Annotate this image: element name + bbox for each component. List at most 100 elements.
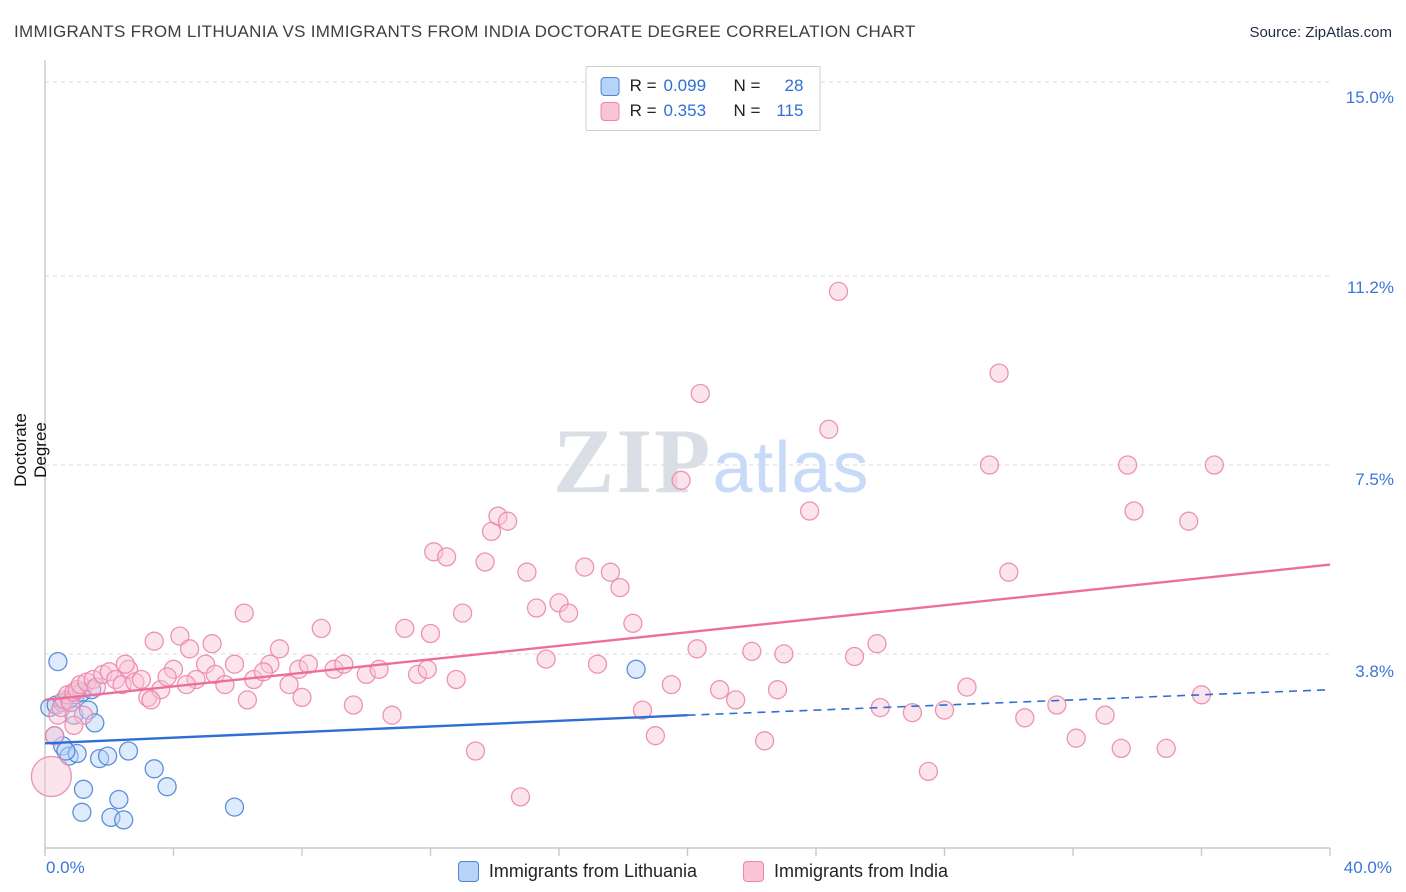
scatter-point-lithuania[interactable] (109, 789, 129, 810)
scatter-point-india[interactable] (1179, 511, 1199, 531)
scatter-point-india[interactable] (934, 700, 955, 720)
scatter-point-india[interactable] (157, 667, 177, 687)
scatter-point-lithuania[interactable] (85, 713, 105, 733)
scatter-point-india[interactable] (30, 755, 73, 798)
scatter-point-india[interactable] (979, 455, 1000, 475)
scatter-point-india[interactable] (269, 639, 290, 659)
scatter-point-india[interactable] (260, 654, 280, 674)
scatter-point-india[interactable] (395, 618, 415, 639)
scatter-point-india[interactable] (671, 470, 691, 490)
scatter-point-india[interactable] (587, 654, 608, 674)
scatter-point-india[interactable] (475, 552, 495, 572)
scatter-point-india[interactable] (687, 639, 707, 659)
scatter-point-lithuania[interactable] (56, 741, 76, 761)
scatter-point-lithuania[interactable] (48, 651, 68, 672)
scatter-point-india[interactable] (709, 680, 730, 700)
scatter-point-india[interactable] (292, 687, 312, 708)
scatter-point-india[interactable] (215, 674, 235, 695)
scatter-point-india[interactable] (202, 634, 222, 654)
scatter-point-india[interactable] (726, 690, 746, 710)
scatter-point-india[interactable] (690, 383, 710, 404)
scatter-point-india[interactable] (279, 674, 299, 695)
scatter-point-india[interactable] (623, 613, 643, 633)
scatter-point-india[interactable] (526, 598, 547, 618)
scatter-point-india[interactable] (237, 690, 258, 710)
scatter-point-india[interactable] (661, 674, 682, 695)
scatter-point-india[interactable] (610, 577, 630, 598)
scatter-point-india[interactable] (819, 419, 839, 439)
scatter-point-india[interactable] (1111, 738, 1131, 759)
scatter-point-india[interactable] (497, 511, 518, 531)
scatter-point-lithuania[interactable] (114, 810, 134, 830)
scatter-point-india[interactable] (1117, 455, 1138, 475)
scatter-point-india[interactable] (163, 659, 184, 679)
scatter-point-india[interactable] (600, 562, 621, 582)
scatter-point-india[interactable] (106, 669, 126, 690)
scatter-point-india[interactable] (488, 506, 508, 526)
scatter-point-india[interactable] (844, 646, 865, 667)
scatter-point-lithuania[interactable] (626, 659, 646, 679)
scatter-point-india[interactable] (774, 644, 794, 664)
scatter-point-india[interactable] (742, 641, 762, 662)
scatter-point-india[interactable] (224, 654, 245, 674)
scatter-point-india[interactable] (343, 695, 364, 715)
scatter-point-india[interactable] (407, 664, 428, 685)
scatter-point-india[interactable] (234, 603, 254, 623)
scatter-point-india[interactable] (1156, 738, 1176, 759)
scatter-point-india[interactable] (465, 741, 486, 761)
scatter-point-india[interactable] (1124, 501, 1144, 521)
scatter-point-india[interactable] (767, 680, 788, 700)
scatter-point-lithuania[interactable] (67, 743, 87, 764)
scatter-point-india[interactable] (645, 726, 666, 746)
scatter-point-india[interactable] (179, 639, 200, 659)
scatter-point-lithuania[interactable] (157, 777, 177, 797)
scatter-point-india[interactable] (73, 705, 94, 725)
scatter-point-india[interactable] (64, 715, 84, 736)
scatter-point-india[interactable] (170, 626, 190, 646)
legend-item-india[interactable]: Immigrants from India (743, 861, 948, 882)
scatter-point-india[interactable] (334, 654, 354, 674)
scatter-point-india[interactable] (44, 726, 65, 746)
scatter-point-india[interactable] (575, 557, 595, 577)
scatter-point-india[interactable] (131, 669, 152, 690)
scatter-point-india[interactable] (436, 547, 457, 567)
scatter-point-india[interactable] (918, 761, 939, 782)
scatter-point-india[interactable] (420, 623, 441, 644)
scatter-point-india[interactable] (989, 363, 1009, 383)
scatter-point-india[interactable] (1066, 728, 1086, 748)
scatter-point-india[interactable] (115, 654, 135, 674)
scatter-point-india[interactable] (1204, 455, 1224, 475)
scatter-point-lithuania[interactable] (73, 779, 94, 799)
scatter-point-india[interactable] (205, 664, 225, 685)
scatter-point-india[interactable] (957, 677, 977, 697)
scatter-point-india[interactable] (902, 703, 923, 723)
scatter-point-lithuania[interactable] (224, 797, 245, 817)
legend-item-lithuania[interactable]: Immigrants from Lithuania (457, 861, 697, 882)
scatter-point-lithuania[interactable] (144, 759, 164, 779)
scatter-point-india[interactable] (1095, 705, 1115, 725)
scatter-point-india[interactable] (417, 659, 437, 679)
scatter-point-india[interactable] (1047, 695, 1067, 715)
scatter-point-india[interactable] (799, 501, 820, 521)
scatter-point-india[interactable] (549, 593, 569, 613)
scatter-point-india[interactable] (144, 631, 164, 651)
scatter-point-india[interactable] (382, 705, 402, 725)
scatter-point-india[interactable] (1015, 708, 1035, 728)
scatter-point-india[interactable] (632, 700, 653, 720)
scatter-point-india[interactable] (510, 787, 531, 807)
scatter-point-india[interactable] (311, 618, 331, 639)
scatter-point-lithuania[interactable] (118, 741, 139, 761)
scatter-point-india[interactable] (558, 603, 579, 623)
scatter-point-india[interactable] (754, 731, 775, 751)
scatter-point-india[interactable] (195, 654, 216, 674)
scatter-point-india[interactable] (536, 649, 556, 669)
scatter-point-india[interactable] (446, 669, 466, 690)
scatter-point-india[interactable] (141, 690, 161, 710)
scatter-point-lithuania[interactable] (97, 746, 118, 766)
scatter-point-india[interactable] (517, 562, 537, 582)
scatter-point-india[interactable] (828, 281, 849, 302)
scatter-point-india[interactable] (99, 662, 119, 682)
scatter-point-india[interactable] (452, 603, 473, 623)
scatter-point-india[interactable] (867, 634, 887, 654)
scatter-point-lithuania[interactable] (72, 802, 92, 822)
